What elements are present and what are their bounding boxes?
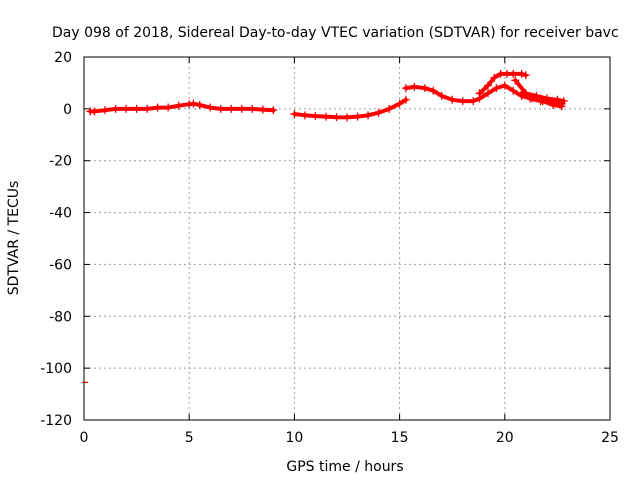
series-point-arc-1 xyxy=(227,104,236,113)
series-point-arc-6 xyxy=(557,102,566,111)
chart-title: Day 098 of 2018, Sidereal Day-to-day VTE… xyxy=(52,25,619,41)
series-point-arc-2 xyxy=(395,99,404,108)
series-point-arc-1 xyxy=(143,104,152,113)
grid-lines xyxy=(84,57,610,420)
plot-frame xyxy=(83,56,611,421)
series-point-arc-1 xyxy=(111,104,120,113)
x-tick-label: 5 xyxy=(185,430,194,446)
series-point-arc-1 xyxy=(206,103,215,112)
x-axis-label: GPS time / hours xyxy=(286,459,403,475)
series-layer xyxy=(82,69,568,384)
series-point-arc-3 xyxy=(509,86,518,95)
axis-ticks: 0 5 10 15 20 25 -120 -100 -80 -60 -40 -20 0 20 xyxy=(40,50,619,446)
series-point-arc-4 xyxy=(509,69,518,78)
y-tick-label: -60 xyxy=(49,257,72,273)
series-point-arc-2 xyxy=(364,111,373,120)
y-tick-label: 20 xyxy=(54,50,72,66)
series-point-arc-6 xyxy=(538,97,547,106)
series-point-arc-4 xyxy=(521,71,530,80)
series-point-arc-1 xyxy=(216,104,225,113)
y-tick-label: -40 xyxy=(49,206,72,222)
series-point-arc-2 xyxy=(300,111,309,120)
series-point-arc-5 xyxy=(511,76,520,85)
series-point-arc-5 xyxy=(559,97,568,106)
series-point-arc-6 xyxy=(549,100,558,109)
series-point-arc-2 xyxy=(332,113,341,122)
series-point-arc-3 xyxy=(469,97,478,106)
y-tick-label: -20 xyxy=(49,154,72,170)
series-point-arc-3 xyxy=(410,82,419,91)
y-tick-label: -80 xyxy=(49,309,72,325)
series-point-arc-2 xyxy=(311,112,320,121)
series-point-arc-2 xyxy=(374,108,383,117)
x-tick-label: 20 xyxy=(496,430,514,446)
x-tick-label: 25 xyxy=(601,430,619,446)
series-line-arc-1 xyxy=(88,101,276,114)
series-point-arc-1 xyxy=(269,106,278,115)
series-point-arc-3 xyxy=(500,81,509,90)
series-point-arc-1 xyxy=(258,105,267,114)
series-point-arc-3 xyxy=(401,84,410,93)
series-point-arc-1 xyxy=(237,104,246,113)
series-point-arc-4 xyxy=(490,73,499,82)
series-point-arc-1 xyxy=(101,106,110,115)
series-point-arc-2 xyxy=(385,104,394,113)
series-point-arc-3 xyxy=(458,97,467,106)
series-point-arc-5 xyxy=(553,95,562,104)
x-tick-label: 15 xyxy=(391,430,409,446)
y-tick-label: -120 xyxy=(40,413,72,429)
series-point-arc-3 xyxy=(420,84,429,93)
y-tick-label: 0 xyxy=(63,102,72,118)
y-axis-label: SDTVAR / TECUs xyxy=(6,181,22,296)
series-point-arc-3 xyxy=(492,84,501,93)
series-point-arc-3 xyxy=(437,91,446,100)
series-point-arc-1 xyxy=(189,99,198,108)
series-point-arc-1 xyxy=(153,103,162,112)
series-point-arc-1 xyxy=(248,104,257,113)
series-point-arc-4 xyxy=(475,89,484,98)
series-point-arc-6 xyxy=(528,94,537,103)
series-point-arc-1 xyxy=(90,107,99,116)
series-point-arc-2 xyxy=(321,112,330,121)
series-point-arc-3 xyxy=(429,86,438,95)
series-point-arc-2 xyxy=(353,112,362,121)
series-point-arc-3 xyxy=(483,89,492,98)
series-point-arc-6 xyxy=(517,89,526,98)
series-point-arc-2 xyxy=(401,95,410,104)
y-tick-label: -100 xyxy=(40,361,72,377)
series-point-arc-1 xyxy=(195,100,204,109)
series-point-arc-2 xyxy=(343,113,351,122)
x-tick-label: 0 xyxy=(80,430,89,446)
series-point-arc-1 xyxy=(164,103,173,112)
series-point-arc-1 xyxy=(174,101,183,110)
series-point-arc-4 xyxy=(517,69,526,78)
series-point-arc-3 xyxy=(448,95,457,104)
x-tick-label: 10 xyxy=(285,430,303,446)
series-point-arc-1 xyxy=(122,104,131,113)
series-point-arc-2 xyxy=(290,110,299,119)
series-point-arc-1 xyxy=(132,104,141,113)
series-point-arc-4 xyxy=(483,81,492,90)
